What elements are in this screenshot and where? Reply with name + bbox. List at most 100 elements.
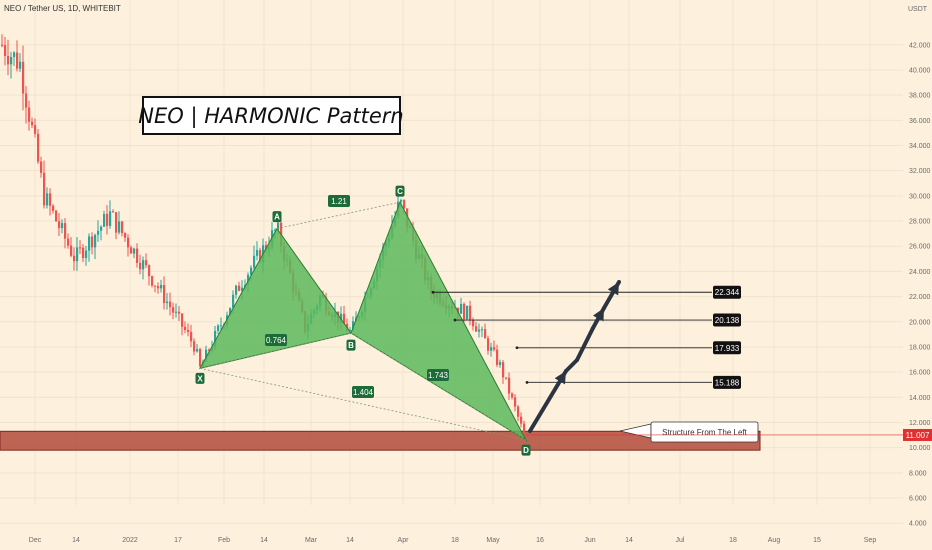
- y-tick-label: 8.000: [909, 470, 927, 477]
- candle-body: [220, 325, 223, 327]
- candle-body: [277, 222, 280, 230]
- ratio-label: 0.764: [266, 336, 287, 345]
- x-tick-label: 17: [174, 537, 182, 544]
- y-tick-label: 24.000: [909, 269, 931, 276]
- point-label-bg: [521, 444, 531, 456]
- candle-body: [148, 265, 151, 277]
- candle-body: [7, 56, 10, 65]
- candle-body: [253, 255, 256, 268]
- point-label-bg: [195, 372, 205, 384]
- candle-body: [115, 212, 118, 233]
- price-axis: 4.000 6.000 8.000 10.000 12.000 14.000 16.000 1…: [526, 42, 932, 528]
- candle-body: [67, 238, 70, 246]
- x-tick-label: 14: [260, 537, 268, 544]
- target-anchor: [431, 290, 435, 294]
- time-axis: Dec 14 2022 17 Feb 14 Mar 14 Apr 18 May 16 Jun 14 Jul 1…: [29, 537, 877, 544]
- candle-body: [403, 200, 406, 209]
- target-label-bg: [713, 313, 741, 327]
- x-tick-label: Aug: [768, 537, 781, 544]
- point-label: D: [523, 446, 529, 455]
- candle-body: [496, 349, 499, 365]
- chart-title: NEO | HARMONIC Pattern: [138, 104, 403, 129]
- candle-body: [142, 260, 145, 270]
- candle-body: [247, 274, 250, 285]
- y-tick-label: 30.000: [909, 193, 931, 200]
- candle-body: [43, 172, 46, 206]
- candle-body: [13, 52, 16, 58]
- y-tick-label: 12.000: [909, 420, 931, 427]
- candle-body: [523, 423, 526, 433]
- y-tick-label: 6.000: [909, 496, 927, 503]
- y-tick-label: 40.000: [909, 67, 931, 74]
- candle-body: [157, 286, 160, 289]
- candle-body: [259, 250, 262, 262]
- candle-body: [82, 247, 85, 259]
- candle-body: [208, 349, 211, 351]
- candle-body: [502, 362, 505, 378]
- candle-body: [151, 276, 154, 286]
- y-tick-label: 34.000: [909, 143, 931, 150]
- target-label: 17.933: [715, 344, 740, 353]
- x-tick-label: Jun: [584, 537, 595, 544]
- candle-body: [106, 213, 109, 226]
- ratio-label-bg: [352, 386, 374, 398]
- candle-body: [469, 305, 472, 320]
- title-box: [142, 96, 401, 135]
- projection-segment: [564, 358, 579, 373]
- candle-body: [481, 329, 484, 331]
- target-anchor: [453, 318, 457, 322]
- candle-body: [484, 329, 487, 339]
- point-label: B: [348, 341, 354, 350]
- ratio-label-bg: [427, 369, 449, 381]
- x-tick-label: May: [486, 537, 500, 544]
- ratio-line: [199, 332, 352, 369]
- candle-body: [241, 287, 244, 291]
- ratio-label: 1.21: [331, 197, 347, 206]
- projection-arrowhead: [554, 371, 566, 385]
- candle-body: [4, 45, 7, 57]
- x-tick-label: 14: [625, 537, 633, 544]
- candle-body: [94, 234, 97, 248]
- y-tick-label: 42.000: [909, 42, 931, 49]
- y-tick-label: 32.000: [909, 168, 931, 175]
- candle-body: [130, 247, 133, 254]
- target-anchor: [525, 380, 529, 384]
- candle-body: [46, 193, 49, 206]
- candle-body: [352, 321, 355, 331]
- candle-body: [34, 125, 37, 134]
- callout-box: [650, 421, 759, 443]
- y-tick-label: 22.000: [909, 294, 931, 301]
- candle-body: [58, 221, 61, 229]
- candle-body: [73, 255, 76, 262]
- candle-body: [250, 267, 253, 275]
- ratio-label: 1.743: [428, 371, 449, 380]
- candle-body: [91, 236, 94, 248]
- candle-body: [22, 61, 25, 94]
- candle-body: [457, 307, 460, 314]
- candle-body: [460, 303, 463, 314]
- candle-body: [100, 226, 103, 231]
- x-tick-label: 16: [536, 537, 544, 544]
- candle-body: [133, 248, 136, 254]
- candle-body: [97, 230, 100, 235]
- y-tick-label: 18.000: [909, 344, 931, 351]
- candle-body: [232, 294, 235, 308]
- candle-body: [160, 285, 163, 289]
- structure-callout: Structure From The Left: [619, 421, 759, 443]
- candle-body: [190, 332, 193, 342]
- candle-body: [478, 329, 481, 332]
- candle-body: [64, 223, 67, 239]
- candle-body: [181, 313, 184, 327]
- candle-body: [475, 326, 478, 332]
- candle-body: [229, 307, 232, 316]
- x-tick-label: Jul: [676, 537, 685, 544]
- projection-segment: [575, 326, 595, 362]
- candle-body: [139, 262, 142, 270]
- point-label-bg: [395, 185, 405, 197]
- candle-body: [343, 313, 346, 324]
- y-tick-label: 28.000: [909, 219, 931, 226]
- candle-body: [187, 329, 190, 333]
- point-label: C: [397, 187, 403, 196]
- candle-body: [61, 223, 64, 229]
